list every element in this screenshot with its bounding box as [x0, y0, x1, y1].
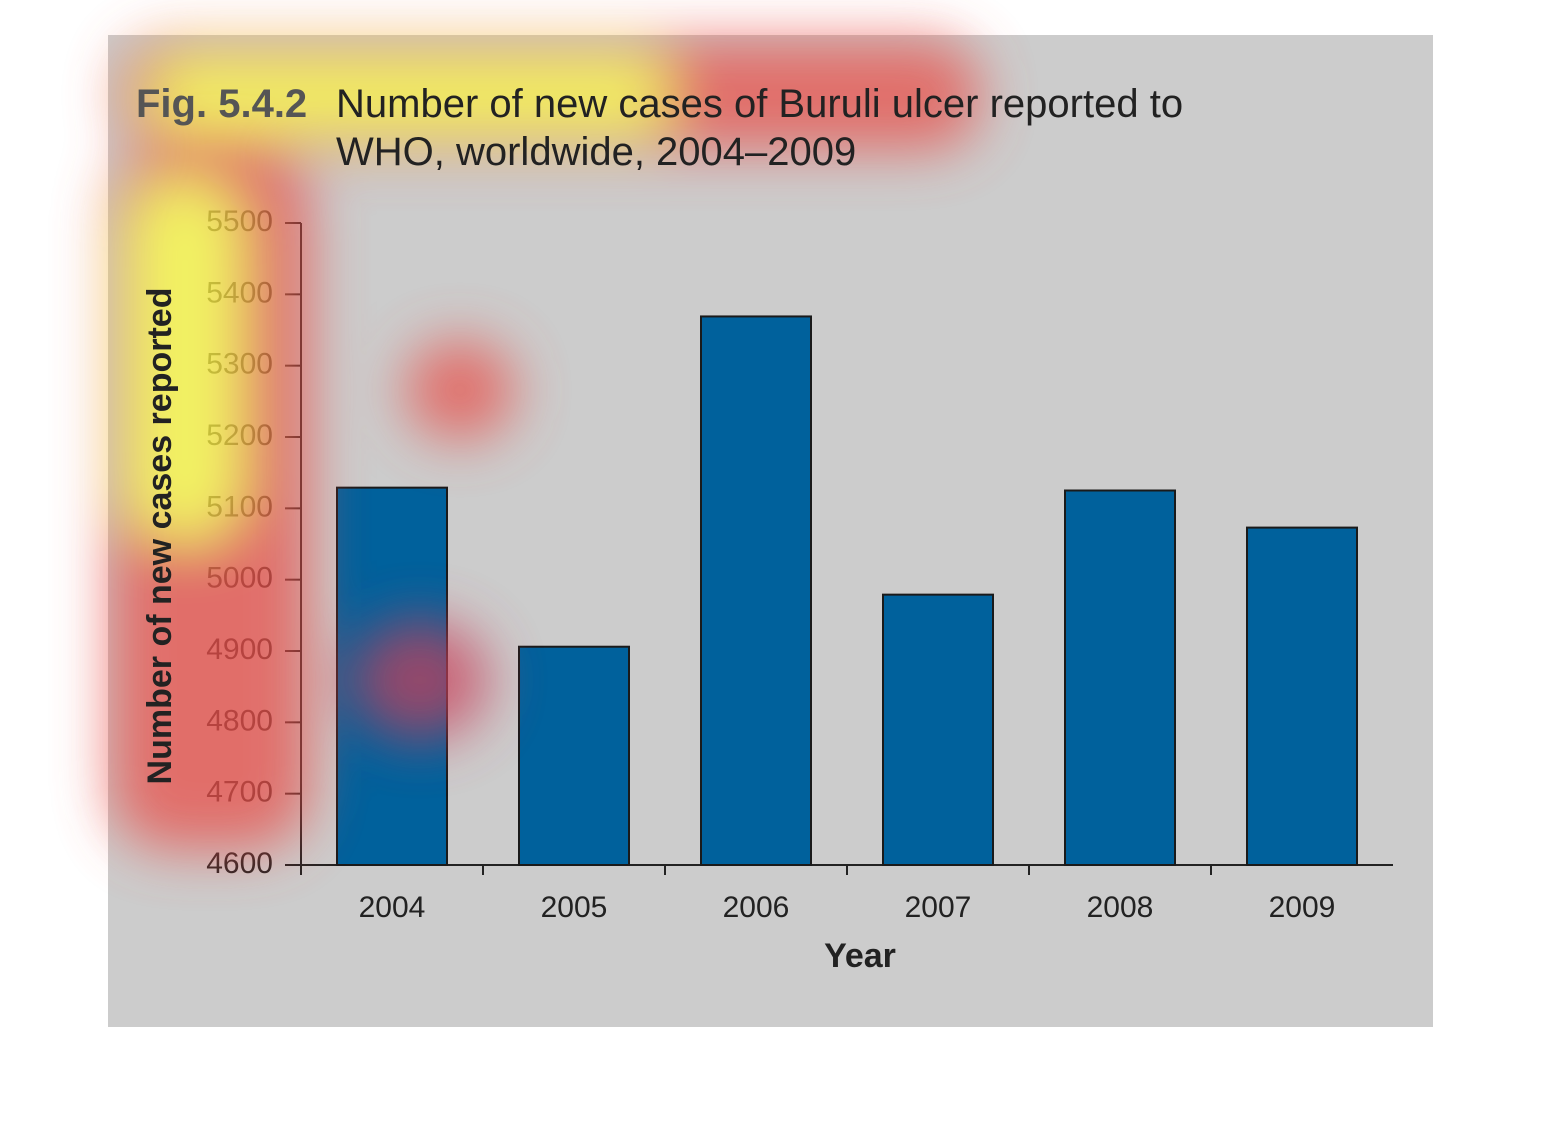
- x-axis-title: Year: [824, 937, 896, 975]
- y-tick-label: 4600: [206, 847, 273, 880]
- bar: [518, 645, 630, 866]
- x-tick-label: 2008: [1087, 891, 1154, 924]
- figure-title: Fig. 5.4.2 Number of new cases of Buruli…: [136, 80, 1336, 176]
- bar: [700, 315, 812, 866]
- x-tick-label: 2007: [905, 891, 972, 924]
- x-tick-label: 2005: [541, 891, 608, 924]
- heatmap-overlay: [110, 40, 980, 850]
- bar: [882, 593, 994, 866]
- x-tick-label: 2006: [723, 891, 790, 924]
- y-axis-title: Number of new cases reported: [141, 288, 179, 785]
- chart-title: Number of new cases of Buruli ulcer repo…: [336, 82, 1184, 174]
- x-tick-label: 2004: [359, 891, 426, 924]
- bar: [1064, 489, 1176, 866]
- x-tick-label: 2009: [1269, 891, 1336, 924]
- bar: [1246, 526, 1358, 866]
- figure-label: Fig. 5.4.2: [136, 82, 308, 126]
